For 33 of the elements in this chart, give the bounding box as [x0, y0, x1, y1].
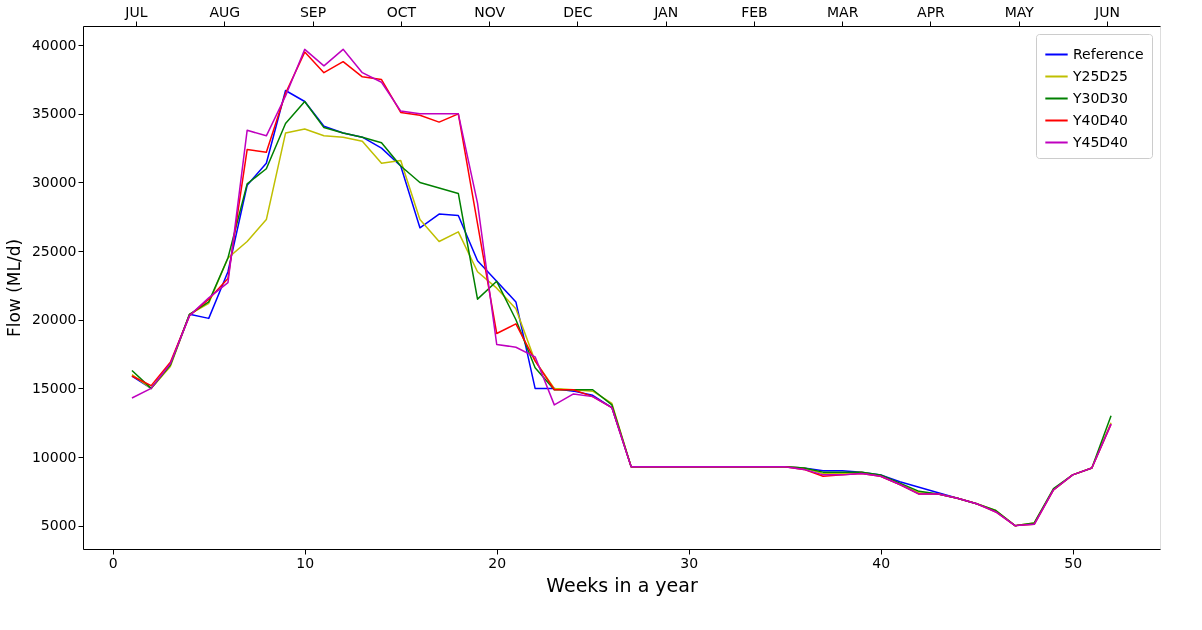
legend-label: Reference — [1073, 45, 1144, 62]
x-tick-label: 0 — [108, 554, 118, 571]
legend-label: Y45D40 — [1072, 133, 1128, 150]
text: DEC — [563, 3, 593, 20]
y-tick-label: 40000 — [31, 36, 77, 53]
text: OCT — [386, 3, 417, 20]
x-tick-label: 30 — [680, 554, 699, 571]
text: MAY — [1004, 3, 1035, 20]
y-tick-label: 5000 — [40, 517, 77, 534]
text: JUL — [124, 3, 148, 20]
y-tick-label: 25000 — [31, 242, 77, 259]
legend-label: Y40D40 — [1072, 111, 1128, 128]
x-tick-label: 10 — [296, 554, 315, 571]
text: FEB — [741, 3, 768, 20]
x-tick-label: 20 — [488, 554, 507, 571]
legend-label: Y25D25 — [1072, 67, 1128, 84]
x-tick-label: 50 — [1064, 554, 1083, 571]
y-axis-title: Flow (ML/d) — [3, 238, 24, 338]
y-tick-label: 30000 — [31, 173, 77, 190]
text: APR — [917, 3, 946, 20]
text: AUG — [209, 3, 241, 20]
text: JAN — [653, 3, 679, 20]
y-tick-label: 35000 — [31, 105, 77, 122]
legend-label: Y30D30 — [1072, 89, 1128, 106]
y-tick-label: 10000 — [31, 448, 77, 465]
text: MAR — [827, 3, 859, 20]
text: JUN — [1094, 3, 1120, 20]
x-axis-title: Weeks in a year — [546, 573, 698, 596]
text: SEP — [299, 3, 327, 20]
y-tick-label: 20000 — [31, 311, 77, 328]
y-tick-label: 15000 — [31, 379, 77, 396]
x-tick-label: 40 — [872, 554, 891, 571]
text: NOV — [474, 3, 506, 20]
